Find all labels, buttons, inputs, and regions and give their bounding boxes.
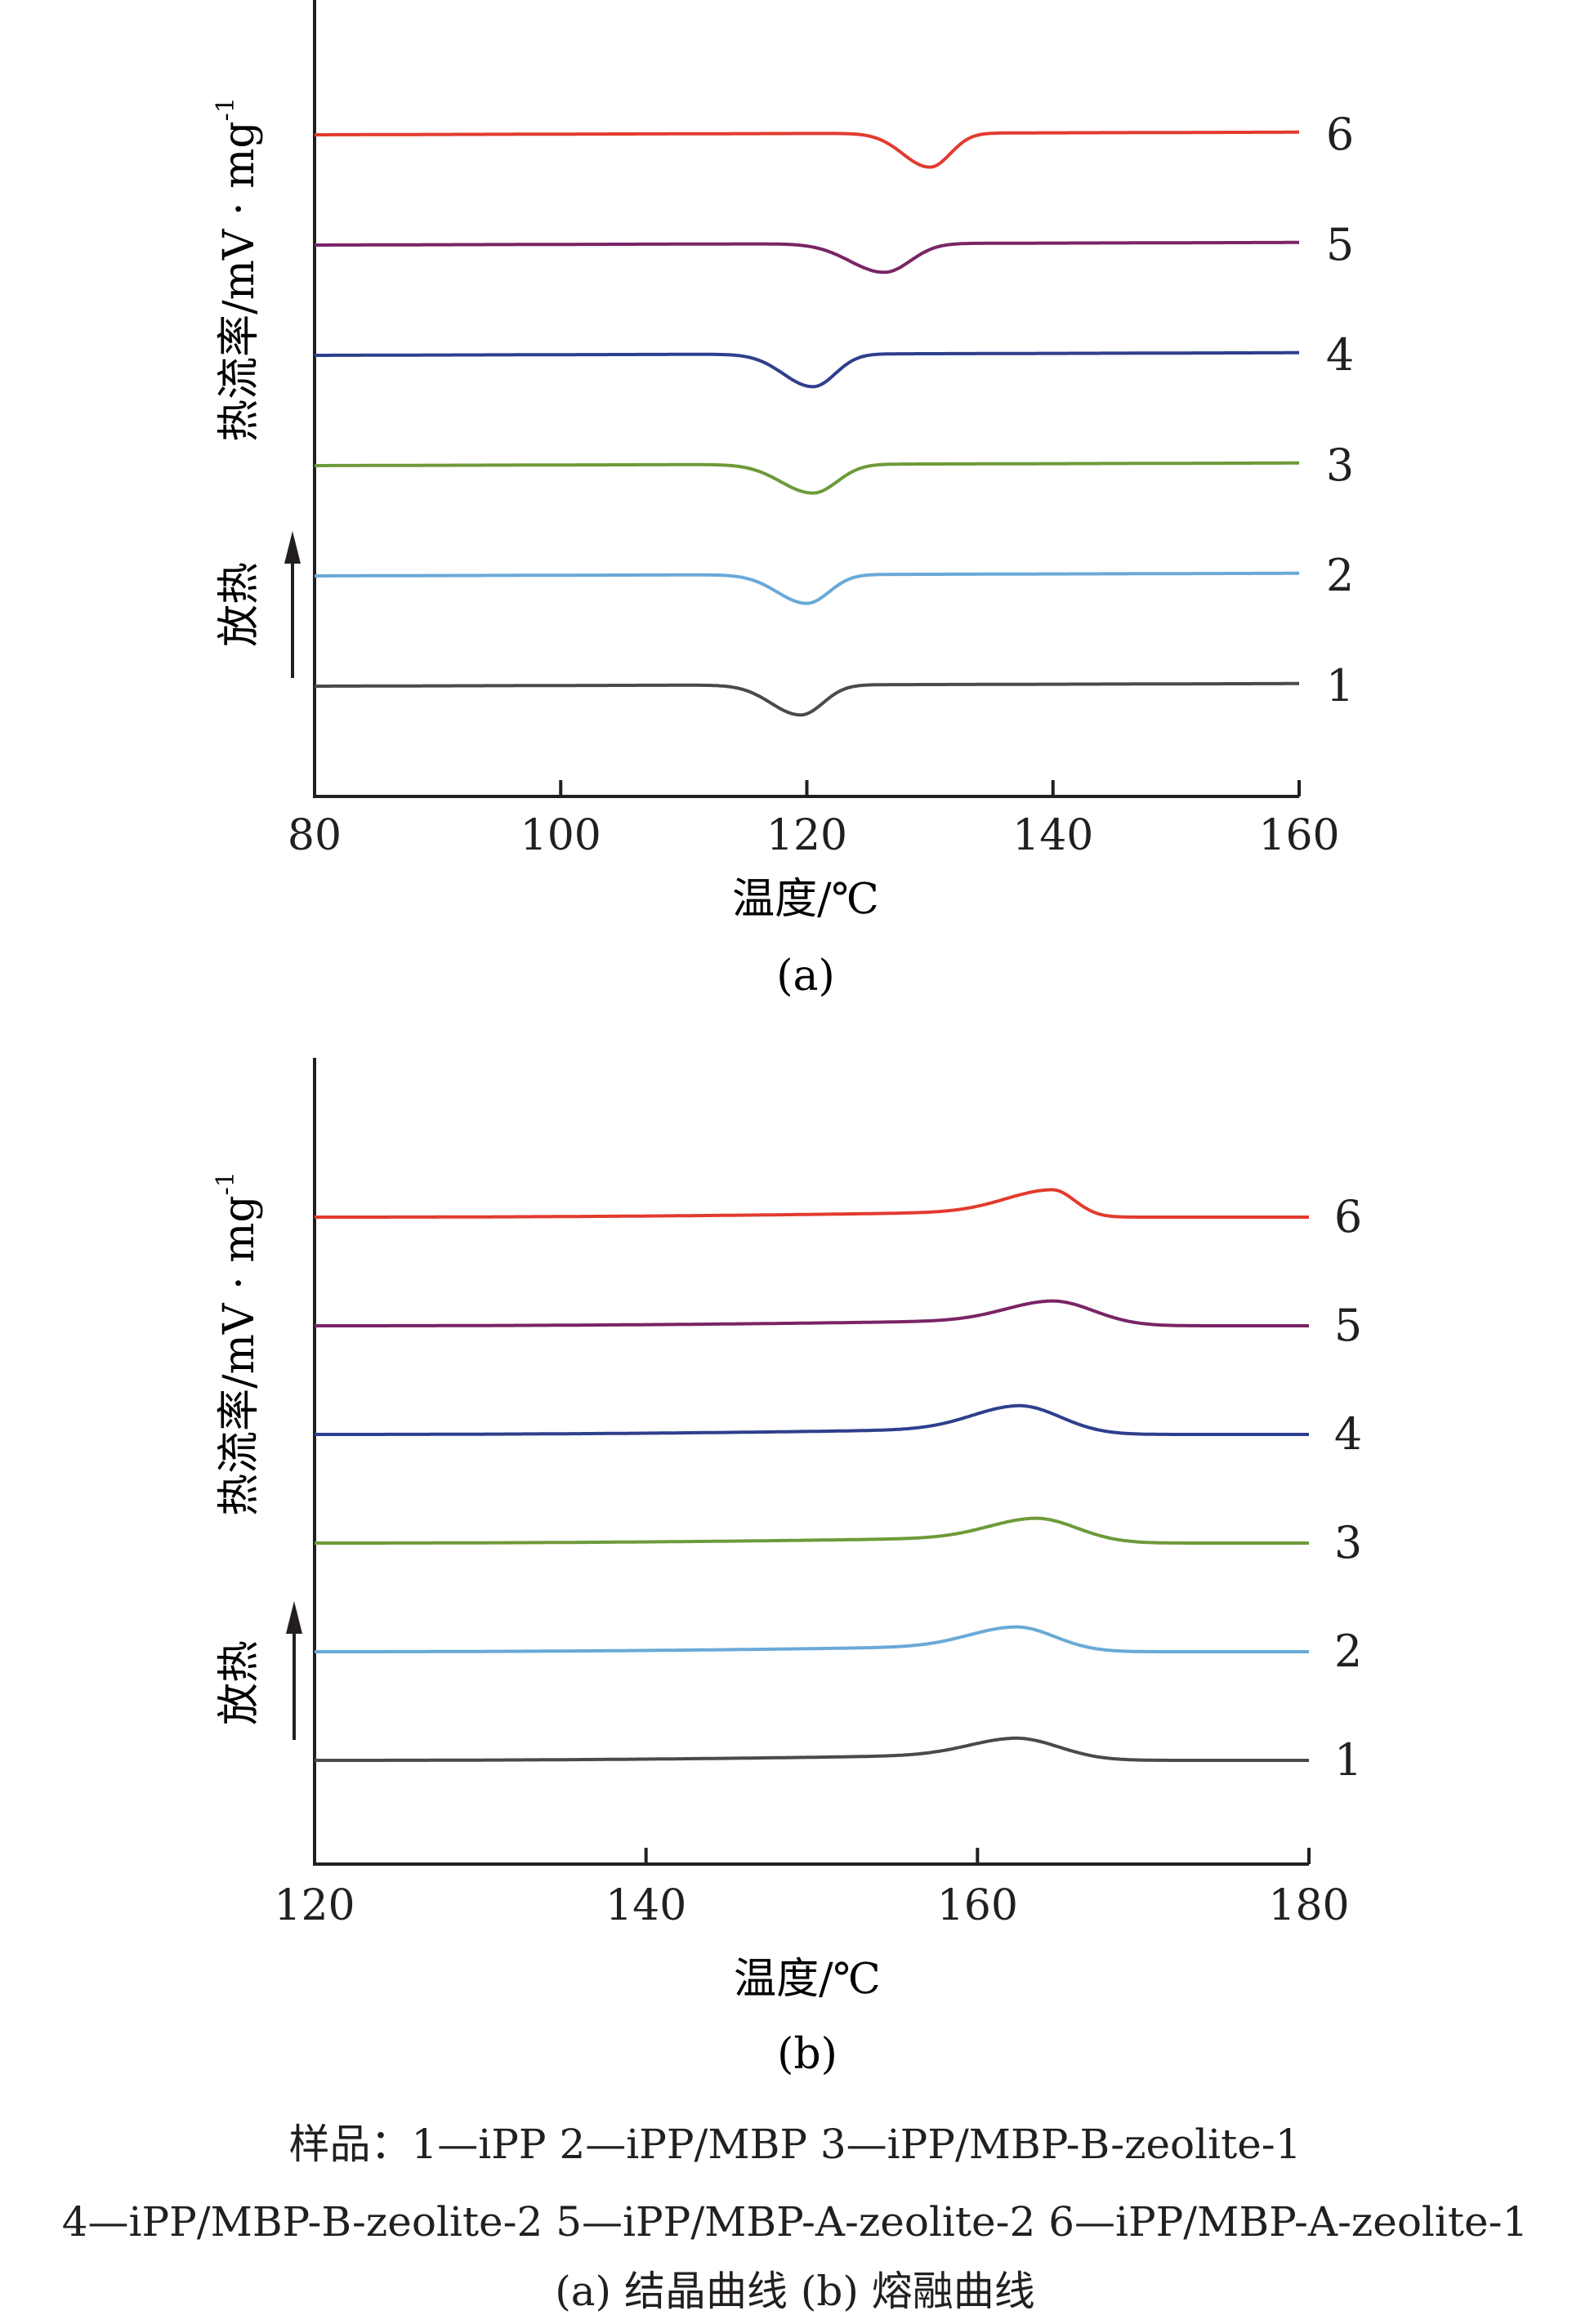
panel-a-series-4-label: 4	[1326, 329, 1354, 381]
panel-b-x-tick-label: 180	[1268, 1881, 1349, 1930]
panel-a-direction-label: 放热	[215, 562, 264, 647]
panel-b-series-5-curve	[315, 1299, 1309, 1327]
panel-b-series-4-label: 4	[1334, 1408, 1362, 1460]
panel-b-series-5-label: 5	[1334, 1300, 1362, 1351]
panel-a-series-1-curve	[315, 681, 1299, 717]
panel-b-xlabel: 温度/℃	[734, 1955, 881, 2004]
panel-a: 80 100 120 140 160 1 2 3 4 5 6 温度/℃ (a) 热流率/mV · …	[212, 0, 1354, 1001]
panel-a-series-4-curve	[315, 350, 1299, 389]
panel-a-series-labels: 1 2 3 4 5 6	[1326, 109, 1354, 711]
panel-b-series-6-curve	[315, 1188, 1309, 1219]
panel-b-ticks: 120 140 160 180	[274, 1848, 1350, 1930]
panel-b-series-2-curve	[315, 1625, 1309, 1653]
panel-a-x-tick-label: 120	[766, 811, 847, 860]
panel-a-series-3-label: 3	[1326, 439, 1354, 491]
panel-a-series-3-curve	[315, 461, 1299, 495]
panel-a-series-1-label: 1	[1326, 660, 1354, 711]
panel-a-x-tick-label: 140	[1012, 811, 1093, 860]
panel-a-x-tick-label: 160	[1258, 811, 1339, 860]
panel-b-ylabel-exponent: -1	[212, 1171, 240, 1195]
panel-a-ylabel-text: 热流率/mV · mg	[215, 121, 264, 442]
panel-b: 120 140 160 180 1 2 3 4 5 6 温度/℃ (b) 热流率/mV · mg…	[212, 1058, 1362, 2079]
panel-b-x-tick-label: 120	[274, 1881, 355, 1930]
panel-b-series-3-label: 3	[1334, 1517, 1362, 1568]
panel-b-series-6-label: 6	[1334, 1191, 1362, 1242]
panel-a-ylabel: 热流率/mV · mg-1	[212, 97, 264, 442]
panel-a-series-6-curve	[315, 130, 1299, 169]
panel-b-sublabel: (b)	[777, 2030, 837, 2079]
panel-b-series-1-curve	[315, 1736, 1309, 1762]
panel-b-direction-arrow	[286, 1601, 302, 1740]
panel-a-series-2-label: 2	[1326, 550, 1354, 601]
panel-a-axes	[313, 0, 1299, 798]
panel-a-direction-arrow	[284, 531, 301, 678]
panel-a-sublabel: (a)	[776, 952, 835, 1001]
figure-caption-line-1: 样品：1—iPP 2—iPP/MBP 3—iPP/MBP-B-zeolite-1	[288, 2121, 1302, 2168]
panel-b-ylabel: 热流率/mV · mg-1	[212, 1171, 264, 1516]
panel-b-axes	[313, 1058, 1309, 1866]
panel-a-ticks: 80 100 120 140 160	[288, 780, 1340, 860]
figure-caption-line-2: 4—iPP/MBP-B-zeolite-2 5—iPP/MBP-A-zeolit…	[61, 2198, 1529, 2246]
panel-a-xlabel: 温度/℃	[732, 875, 879, 924]
panel-b-series-4-curve	[315, 1403, 1309, 1436]
panel-a-series-6-label: 6	[1326, 109, 1354, 160]
panel-a-curves	[315, 130, 1299, 717]
figure-caption-line-3: (a) 结晶曲线 (b) 熔融曲线	[555, 2268, 1035, 2315]
panel-a-series-5-label: 5	[1326, 219, 1354, 270]
panel-b-curves	[315, 1188, 1309, 1762]
panel-b-series-labels: 1 2 3 4 5 6	[1334, 1191, 1362, 1786]
panel-a-x-tick-label: 100	[520, 811, 601, 860]
panel-a-x-tick-label: 80	[288, 811, 342, 860]
panel-b-series-3-curve	[315, 1516, 1309, 1545]
panel-b-x-tick-label: 140	[605, 1881, 686, 1930]
panel-a-ylabel-exponent: -1	[212, 97, 240, 121]
panel-b-x-tick-label: 160	[937, 1881, 1018, 1930]
panel-b-series-1-label: 1	[1334, 1734, 1362, 1786]
panel-a-series-5-curve	[315, 240, 1299, 274]
panel-b-series-2-label: 2	[1334, 1626, 1362, 1677]
panel-a-series-2-curve	[315, 571, 1299, 605]
panel-b-direction-label: 放热	[215, 1640, 264, 1725]
panel-b-ylabel-text: 热流率/mV · mg	[215, 1195, 264, 1516]
